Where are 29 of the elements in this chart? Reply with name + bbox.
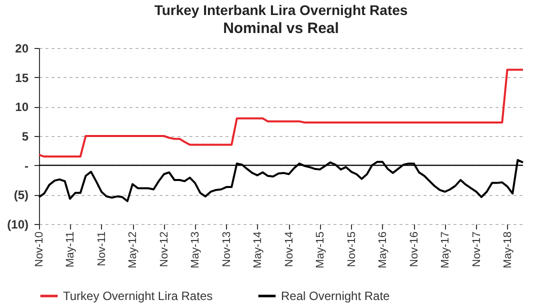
x-tick-label: May-12 xyxy=(127,232,140,268)
x-tick-label: Nov-16 xyxy=(408,232,420,267)
x-tick-label: May-13 xyxy=(189,232,202,268)
x-tick-label: May-16 xyxy=(376,232,389,268)
y-tick-label: (5) xyxy=(14,188,28,202)
y-tick-label: - xyxy=(24,158,28,173)
legend-label: Turkey Overnight Lira Rates xyxy=(63,289,213,303)
chart-subtitle: Nominal vs Real xyxy=(223,20,339,37)
y-tick-label: 5 xyxy=(22,130,29,144)
y-tick-label: 10 xyxy=(15,100,29,114)
x-tick-label: Nov-11 xyxy=(96,232,108,266)
x-tick-label: Nov-12 xyxy=(158,232,171,267)
x-tick-label: May-14 xyxy=(252,232,264,268)
x-tick-label: May-11 xyxy=(64,232,76,268)
x-tick-label: Nov-14 xyxy=(283,232,296,267)
x-tick-label: May-15 xyxy=(314,232,326,268)
x-tick-label: May-17 xyxy=(439,232,452,268)
x-tick-label: Nov-13 xyxy=(220,232,233,267)
y-tick-label: 20 xyxy=(15,42,29,56)
x-tick-label: Nov-10 xyxy=(34,232,46,267)
legend-label: Real Overnight Rate xyxy=(281,289,390,303)
line-series xyxy=(38,159,524,202)
line-series xyxy=(38,68,524,158)
y-tick-label: (10) xyxy=(7,218,28,232)
y-tick-label: 15 xyxy=(15,70,29,85)
x-tick-label: May-18 xyxy=(502,232,514,268)
chart-title: Turkey Interbank Lira Overnight Rates xyxy=(154,2,408,18)
x-tick-label: Nov-17 xyxy=(470,232,483,267)
x-tick-label: Nov-15 xyxy=(346,232,358,267)
